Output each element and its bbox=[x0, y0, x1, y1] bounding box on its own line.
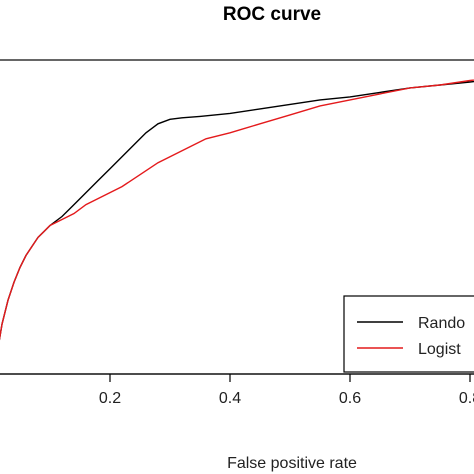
x-tick-label: 0.4 bbox=[219, 390, 241, 407]
x-tick-label: 0.2 bbox=[99, 390, 121, 407]
x-axis: 0.2 0.4 0.6 0.8 bbox=[0, 373, 474, 407]
series-layer bbox=[0, 79, 474, 341]
chart-title: ROC curve bbox=[223, 4, 321, 25]
legend: Rando Logist bbox=[343, 295, 474, 373]
legend-label-1: Rando bbox=[418, 315, 465, 332]
x-tick-label: 0.6 bbox=[339, 390, 361, 407]
legend-label-2: Logist bbox=[418, 341, 461, 358]
x-tick-label: 0.8 bbox=[459, 390, 474, 407]
x-axis-label: False positive rate bbox=[227, 455, 357, 472]
legend-box bbox=[343, 295, 474, 373]
series-line-2 bbox=[0, 79, 474, 341]
